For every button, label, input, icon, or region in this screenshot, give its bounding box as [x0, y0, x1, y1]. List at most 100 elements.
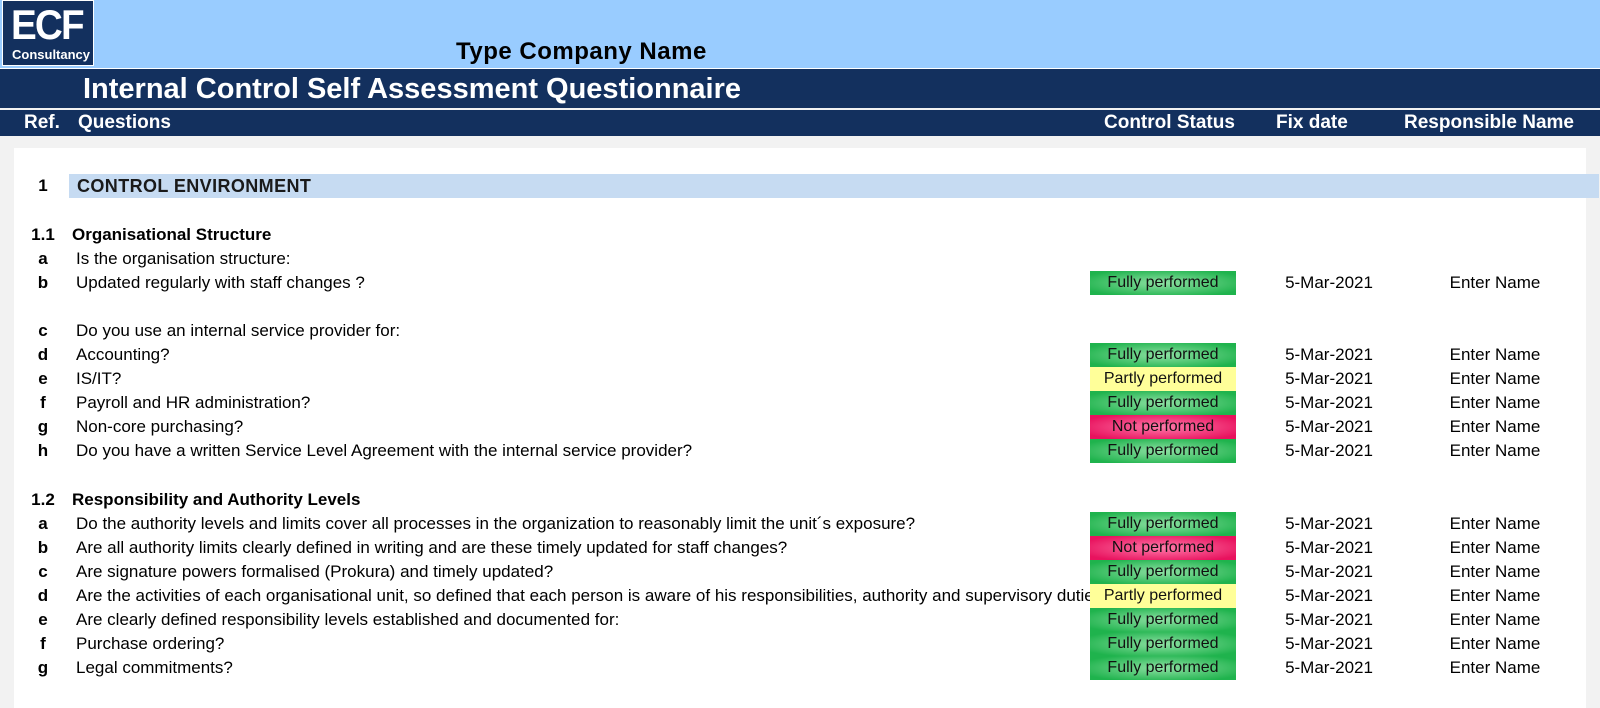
fix-date-cell[interactable]: 5-Mar-2021: [1285, 393, 1373, 412]
fix-date-cell[interactable]: 5-Mar-2021: [1285, 273, 1373, 292]
control-status-cell[interactable]: Fully performed: [1090, 343, 1236, 367]
page-title: Internal Control Self Assessment Questio…: [83, 73, 742, 105]
control-status-cell[interactable]: Partly performed: [1090, 367, 1236, 391]
responsible-name-cell[interactable]: Enter Name: [1449, 562, 1541, 581]
question-row: h Do you have a written Service Level Ag…: [14, 439, 1586, 463]
question-row: a Is the organisation structure:: [14, 247, 1586, 271]
question-row: e Are clearly defined responsibility lev…: [14, 608, 1586, 632]
responsible-name-cell[interactable]: Enter Name: [1449, 441, 1541, 460]
question-ref: f: [40, 393, 46, 412]
question-text: Do the authority levels and limits cover…: [76, 514, 916, 533]
question-row: c Do you use an internal service provide…: [14, 319, 1586, 343]
question-row: f Purchase ordering? Fully performed 5-M…: [14, 632, 1586, 656]
subsection-title: Responsibility and Authority Levels: [72, 490, 361, 509]
fix-date-cell[interactable]: 5-Mar-2021: [1285, 369, 1373, 388]
section-title: CONTROL ENVIRONMENT: [77, 176, 312, 196]
question-ref: g: [37, 658, 49, 677]
control-status-cell[interactable]: Fully performed: [1090, 656, 1236, 680]
subsection-number: 1.2: [31, 490, 55, 509]
question-row: c Are signature powers formalised (Proku…: [14, 560, 1586, 584]
question-text: Accounting?: [76, 345, 170, 364]
fix-date-cell[interactable]: 5-Mar-2021: [1285, 634, 1373, 653]
logo-text: ECF: [11, 1, 85, 48]
subsection-row: 1.1 Organisational Structure: [14, 223, 1586, 247]
responsible-name-cell[interactable]: Enter Name: [1449, 273, 1541, 292]
responsible-name-cell[interactable]: Enter Name: [1449, 514, 1541, 533]
fix-date-cell[interactable]: 5-Mar-2021: [1285, 658, 1373, 677]
question-text: Are signature powers formalised (Prokura…: [76, 562, 554, 581]
responsible-name-cell[interactable]: Enter Name: [1449, 345, 1541, 364]
header-control-status: Control Status: [1104, 112, 1235, 133]
question-ref: e: [38, 610, 48, 629]
responsible-name-cell[interactable]: Enter Name: [1449, 610, 1541, 629]
control-status-cell[interactable]: Fully performed: [1090, 608, 1236, 632]
fix-date-cell[interactable]: 5-Mar-2021: [1285, 441, 1373, 460]
fix-date-cell[interactable]: 5-Mar-2021: [1285, 345, 1373, 364]
question-ref: a: [38, 514, 48, 533]
question-ref: h: [37, 441, 49, 460]
fix-date-cell[interactable]: 5-Mar-2021: [1285, 586, 1373, 605]
fix-date-cell[interactable]: 5-Mar-2021: [1285, 610, 1373, 629]
responsible-name-cell[interactable]: Enter Name: [1449, 393, 1541, 412]
question-ref: e: [38, 369, 48, 388]
responsible-name-cell[interactable]: Enter Name: [1449, 634, 1541, 653]
questionnaire-sheet: 1 CONTROL ENVIRONMENT 1.1 Organisational…: [14, 148, 1599, 708]
question-ref: b: [37, 273, 49, 292]
question-row: g Legal commitments? Fully performed 5-M…: [14, 656, 1586, 680]
question-text: Non-core purchasing?: [76, 417, 244, 436]
question-row: d Are the activities of each organisatio…: [14, 584, 1586, 608]
control-status-cell[interactable]: Fully performed: [1090, 512, 1236, 536]
question-ref: g: [37, 417, 49, 436]
question-row: d Accounting? Fully performed 5-Mar-2021…: [14, 343, 1586, 367]
fix-date-cell[interactable]: 5-Mar-2021: [1285, 562, 1373, 581]
section-row: 1 CONTROL ENVIRONMENT: [14, 174, 1599, 198]
section-number: 1: [38, 176, 48, 195]
question-row: g Non-core purchasing? Not performed 5-M…: [14, 415, 1586, 439]
question-row: a Do the authority levels and limits cov…: [14, 512, 1586, 536]
responsible-name-cell[interactable]: Enter Name: [1449, 538, 1541, 557]
question-text: Purchase ordering?: [76, 634, 225, 653]
control-status-cell[interactable]: Fully performed: [1090, 439, 1236, 463]
question-text: Are the activities of each organisationa…: [76, 586, 1112, 605]
control-status-cell[interactable]: Not performed: [1090, 536, 1236, 560]
question-ref: f: [40, 634, 46, 653]
question-text: Are clearly defined responsibility level…: [76, 610, 620, 629]
question-row: f Payroll and HR administration? Fully p…: [14, 391, 1586, 415]
top-banner: ECF Consultancy Type Company Name: [0, 0, 1600, 68]
responsible-name-cell[interactable]: Enter Name: [1449, 586, 1541, 605]
fix-date-cell[interactable]: 5-Mar-2021: [1285, 538, 1373, 557]
responsible-name-cell[interactable]: Enter Name: [1449, 417, 1541, 436]
question-text: Legal commitments?: [76, 658, 233, 677]
question-row: b Updated regularly with staff changes ?…: [14, 271, 1586, 295]
question-ref: a: [38, 249, 48, 268]
question-text: Do you use an internal service provider …: [76, 321, 401, 340]
question-row: b Are all authority limits clearly defin…: [14, 536, 1586, 560]
question-text: Payroll and HR administration?: [76, 393, 311, 412]
subsection-row: 1.2 Responsibility and Authority Levels: [14, 488, 1586, 512]
question-ref: c: [38, 562, 48, 581]
control-status-cell[interactable]: Not performed: [1090, 415, 1236, 439]
subsection-title: Organisational Structure: [72, 225, 272, 244]
header-ref: Ref.: [24, 112, 60, 133]
question-text: Do you have a written Service Level Agre…: [76, 441, 693, 460]
control-status-cell[interactable]: Fully performed: [1090, 632, 1236, 656]
fix-date-cell[interactable]: 5-Mar-2021: [1285, 417, 1373, 436]
question-ref: c: [38, 321, 48, 340]
question-text: Is the organisation structure:: [76, 249, 291, 268]
fix-date-cell[interactable]: 5-Mar-2021: [1285, 514, 1373, 533]
question-ref: d: [37, 345, 49, 364]
control-status-cell[interactable]: Partly performed: [1090, 584, 1236, 608]
company-name-cell[interactable]: Type Company Name: [456, 38, 707, 65]
control-status-cell[interactable]: Fully performed: [1090, 560, 1236, 584]
question-text: IS/IT?: [76, 369, 122, 388]
section-bar: [69, 174, 1599, 198]
responsible-name-cell[interactable]: Enter Name: [1449, 369, 1541, 388]
question-row: e IS/IT? Partly performed 5-Mar-2021 Ent…: [14, 367, 1586, 391]
question-text: Updated regularly with staff changes ?: [76, 273, 365, 292]
ecf-logo: ECF Consultancy: [2, 0, 94, 66]
header-responsible-name: Responsible Name: [1404, 112, 1574, 133]
control-status-cell[interactable]: Fully performed: [1090, 271, 1236, 295]
logo-subtext: Consultancy: [12, 47, 91, 62]
responsible-name-cell[interactable]: Enter Name: [1449, 658, 1541, 677]
control-status-cell[interactable]: Fully performed: [1090, 391, 1236, 415]
